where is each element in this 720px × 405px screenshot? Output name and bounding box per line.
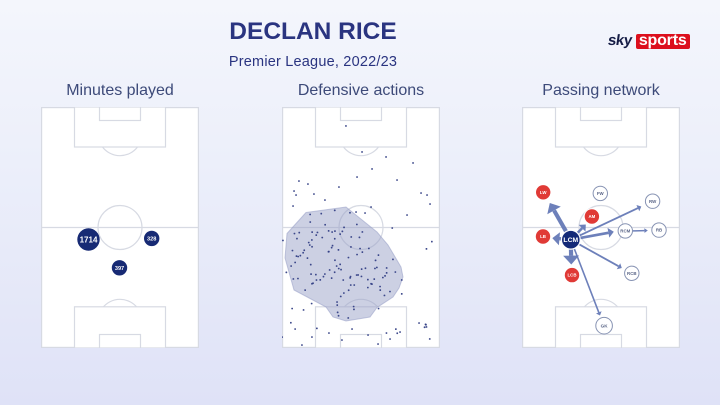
svg-text:1714: 1714 xyxy=(80,235,98,244)
svg-text:LB: LB xyxy=(540,234,546,239)
svg-text:AM: AM xyxy=(588,214,595,219)
svg-text:RW: RW xyxy=(649,199,657,204)
svg-text:RCB: RCB xyxy=(627,271,637,276)
svg-text:FW: FW xyxy=(597,191,605,196)
svg-text:LCM: LCM xyxy=(563,237,578,244)
svg-text:RCM: RCM xyxy=(620,229,630,234)
svg-text:GK: GK xyxy=(601,323,609,328)
svg-text:LCB: LCB xyxy=(567,273,576,278)
svg-text:328: 328 xyxy=(147,237,156,243)
svg-text:RB: RB xyxy=(656,228,662,233)
svg-text:LW: LW xyxy=(540,190,547,195)
svg-text:397: 397 xyxy=(115,266,124,272)
